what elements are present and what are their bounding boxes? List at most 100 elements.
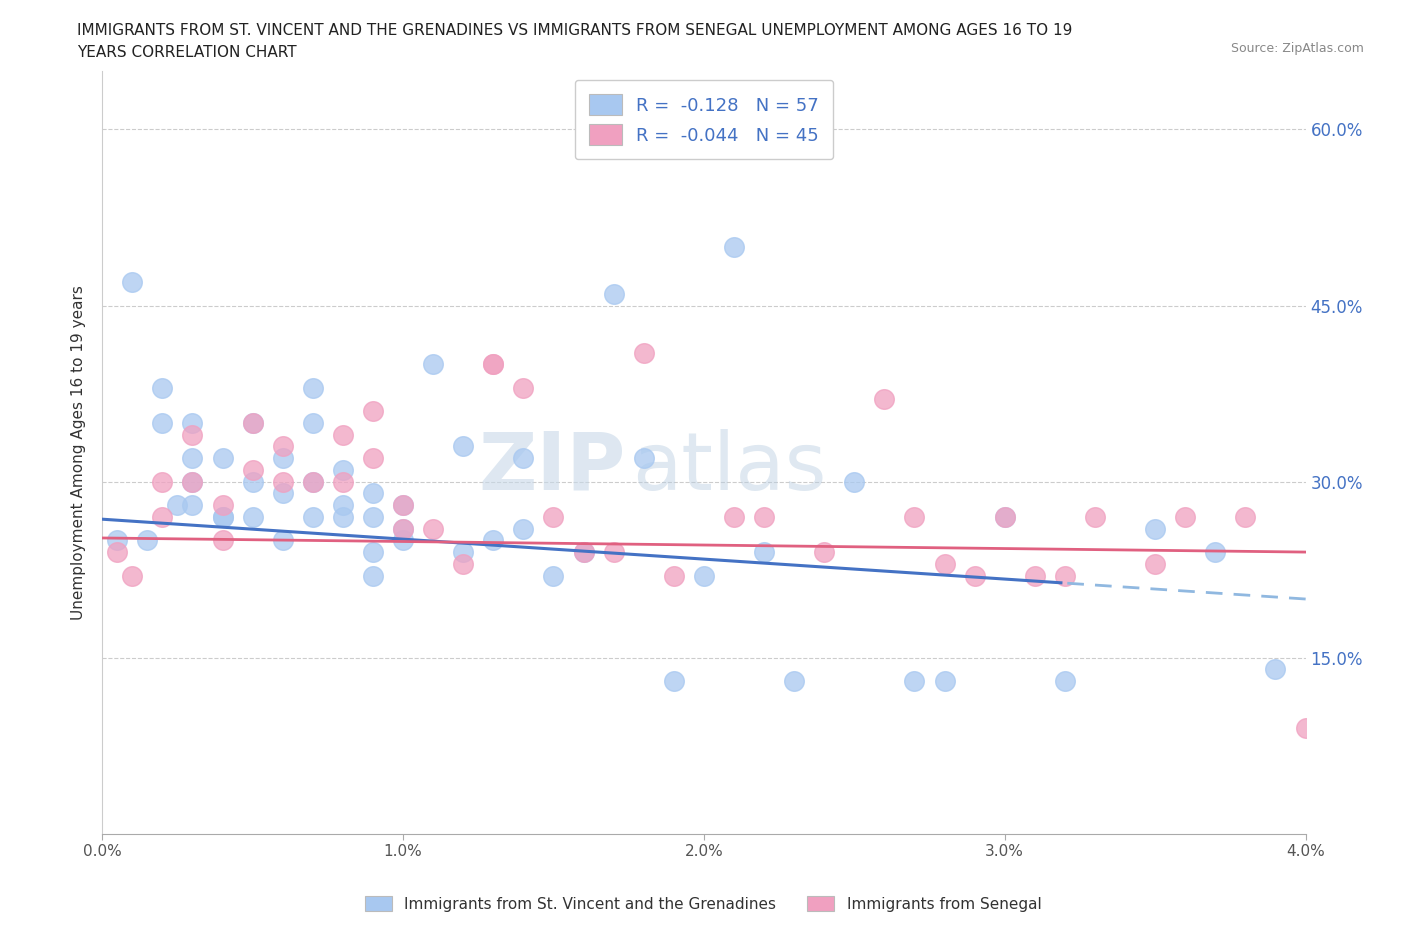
Point — [392, 521, 415, 536]
Point — [934, 673, 956, 688]
Point — [361, 568, 384, 583]
Point — [271, 474, 294, 489]
Point — [242, 416, 264, 431]
Text: YEARS CORRELATION CHART: YEARS CORRELATION CHART — [77, 45, 297, 60]
Point — [332, 462, 354, 477]
Point — [121, 274, 143, 289]
Point — [813, 545, 835, 560]
Point — [1053, 568, 1076, 583]
Point — [752, 510, 775, 525]
Point — [451, 556, 474, 571]
Point — [1144, 556, 1167, 571]
Y-axis label: Unemployment Among Ages 16 to 19 years: Unemployment Among Ages 16 to 19 years — [72, 285, 86, 619]
Point — [994, 510, 1017, 525]
Point — [361, 404, 384, 418]
Legend: R =  -0.128   N = 57, R =  -0.044   N = 45: R = -0.128 N = 57, R = -0.044 N = 45 — [575, 80, 834, 159]
Point — [181, 498, 204, 512]
Legend: Immigrants from St. Vincent and the Grenadines, Immigrants from Senegal: Immigrants from St. Vincent and the Gren… — [359, 889, 1047, 918]
Point — [633, 345, 655, 360]
Point — [301, 380, 323, 395]
Text: Source: ZipAtlas.com: Source: ZipAtlas.com — [1230, 42, 1364, 55]
Point — [181, 474, 204, 489]
Point — [873, 392, 896, 407]
Point — [1053, 673, 1076, 688]
Point — [572, 545, 595, 560]
Point — [422, 357, 444, 372]
Point — [392, 533, 415, 548]
Point — [105, 533, 128, 548]
Point — [572, 545, 595, 560]
Point — [1084, 510, 1107, 525]
Text: IMMIGRANTS FROM ST. VINCENT AND THE GRENADINES VS IMMIGRANTS FROM SENEGAL UNEMPL: IMMIGRANTS FROM ST. VINCENT AND THE GREN… — [77, 23, 1073, 38]
Point — [1204, 545, 1226, 560]
Point — [181, 451, 204, 466]
Point — [211, 498, 233, 512]
Point — [181, 416, 204, 431]
Point — [361, 486, 384, 501]
Point — [332, 510, 354, 525]
Point — [166, 498, 188, 512]
Point — [723, 239, 745, 254]
Point — [1174, 510, 1197, 525]
Point — [181, 474, 204, 489]
Point — [242, 416, 264, 431]
Point — [1264, 662, 1286, 677]
Point — [602, 545, 624, 560]
Point — [451, 439, 474, 454]
Point — [301, 510, 323, 525]
Point — [602, 286, 624, 301]
Point — [150, 416, 173, 431]
Point — [662, 673, 685, 688]
Point — [903, 510, 925, 525]
Point — [543, 510, 565, 525]
Point — [332, 427, 354, 442]
Point — [392, 521, 415, 536]
Point — [1354, 510, 1376, 525]
Point — [392, 498, 415, 512]
Point — [332, 474, 354, 489]
Point — [422, 521, 444, 536]
Point — [633, 451, 655, 466]
Point — [512, 521, 534, 536]
Point — [752, 545, 775, 560]
Point — [271, 439, 294, 454]
Point — [482, 357, 505, 372]
Point — [361, 545, 384, 560]
Point — [1024, 568, 1046, 583]
Point — [512, 451, 534, 466]
Point — [136, 533, 159, 548]
Point — [844, 474, 866, 489]
Point — [211, 533, 233, 548]
Point — [512, 380, 534, 395]
Point — [332, 498, 354, 512]
Point — [662, 568, 685, 583]
Point — [301, 474, 323, 489]
Point — [482, 357, 505, 372]
Point — [211, 510, 233, 525]
Point — [211, 451, 233, 466]
Point — [1295, 721, 1317, 736]
Point — [451, 545, 474, 560]
Point — [271, 451, 294, 466]
Point — [271, 486, 294, 501]
Point — [242, 510, 264, 525]
Point — [301, 416, 323, 431]
Point — [783, 673, 806, 688]
Point — [934, 556, 956, 571]
Point — [242, 462, 264, 477]
Point — [1234, 510, 1257, 525]
Point — [361, 510, 384, 525]
Point — [994, 510, 1017, 525]
Point — [211, 510, 233, 525]
Point — [693, 568, 716, 583]
Point — [150, 380, 173, 395]
Point — [963, 568, 986, 583]
Point — [723, 510, 745, 525]
Point — [543, 568, 565, 583]
Point — [392, 498, 415, 512]
Text: ZIP: ZIP — [478, 429, 626, 507]
Point — [301, 474, 323, 489]
Point — [903, 673, 925, 688]
Point — [181, 427, 204, 442]
Text: atlas: atlas — [631, 429, 827, 507]
